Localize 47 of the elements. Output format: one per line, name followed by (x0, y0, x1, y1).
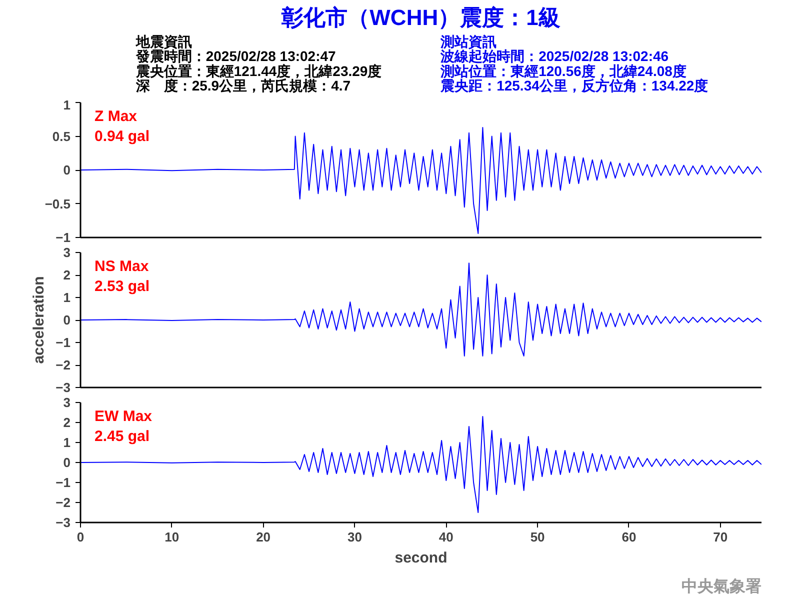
y-tick-label: 1 (63, 290, 71, 305)
y-axis-title: acceleration (30, 276, 48, 364)
annotation: Z Max (94, 108, 138, 125)
y-tick-label: 0.5 (52, 128, 71, 144)
x-tick-label: 0 (76, 530, 84, 544)
x-tick-label: 40 (438, 530, 454, 544)
y-tick-label: 3 (63, 395, 71, 410)
y-tick-label: 0 (63, 162, 71, 178)
y-tick-label: −1 (56, 230, 71, 245)
annotation: 2.45 gal (94, 428, 150, 445)
text: 中央氣象署 (682, 576, 762, 596)
y-tick-label: 0 (63, 312, 71, 328)
annotation: EW Max (94, 408, 153, 425)
annotation: 0.94 gal (94, 128, 150, 145)
chart-title: 彰化市（WCHH）震度：1級 (280, 5, 560, 30)
x-tick-label: 30 (348, 530, 362, 544)
text: 測站位置：東經120.56度，北緯24.08度 (440, 62, 686, 79)
y-tick-label: 1 (63, 435, 71, 450)
y-tick-label: −2 (56, 495, 71, 510)
line-series (80, 262, 762, 356)
text: 波線起始時間：2025/02/28 13:02:46 (440, 48, 669, 64)
annotation: 2.53 gal (94, 278, 150, 295)
x-tick-label: 60 (622, 530, 636, 544)
y-tick-label: 0 (63, 455, 71, 470)
y-tick-label: −3 (56, 380, 71, 395)
y-tick-label: −0.5 (44, 196, 71, 212)
y-tick-label: −1 (56, 335, 71, 350)
y-tick-label: 1 (63, 98, 71, 112)
x-tick-label: 50 (530, 530, 545, 544)
x-tick-label: 20 (256, 530, 271, 544)
text: 測站資訊 (440, 33, 497, 50)
line-series (80, 126, 762, 234)
y-tick-label: 2 (63, 415, 71, 430)
y-tick-label: 3 (63, 245, 71, 260)
y-tick-label: −1 (56, 475, 71, 490)
y-tick-label: 2 (63, 268, 71, 282)
text: 深 度：25.9公里，芮氏規模：4.7 (134, 78, 351, 94)
text: 震央位置：東經121.44度，北緯23.29度 (134, 62, 382, 79)
y-tick-label: −3 (56, 515, 71, 530)
x-tick-label: 10 (164, 530, 180, 544)
annotation: NS Max (94, 258, 150, 275)
x-axis-title: second (394, 550, 448, 566)
text: 發震時間：2025/02/28 13:02:47 (134, 48, 336, 64)
x-tick-label: 70 (713, 530, 728, 544)
text: 震央距：125.34公里，反方位角：134.22度 (440, 78, 708, 94)
y-tick-label: −2 (56, 358, 71, 372)
text: 地震資訊 (134, 33, 192, 50)
